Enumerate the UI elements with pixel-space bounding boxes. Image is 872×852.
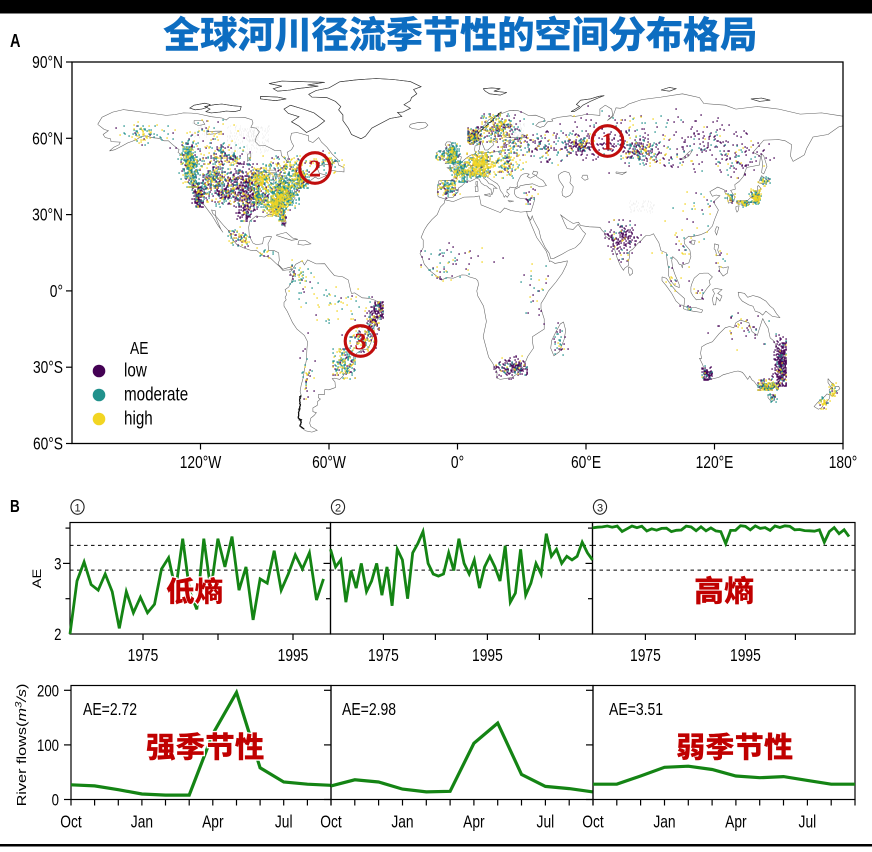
svg-text:Oct: Oct [60,813,82,832]
svg-text:3: 3 [54,555,61,574]
svg-text:AE=2.72: AE=2.72 [83,701,137,720]
svg-text:Jul: Jul [275,813,293,832]
svg-text:60°E: 60°E [571,454,601,473]
svg-text:100: 100 [37,736,59,755]
svg-text:2: 2 [309,157,321,183]
svg-text:River flows(m3/s): River flows(m3/s) [15,684,30,807]
svg-text:B: B [10,498,20,517]
svg-text:Oct: Oct [582,813,604,832]
svg-text:Oct: Oct [320,813,342,832]
svg-text:2: 2 [335,503,341,515]
svg-text:Apr: Apr [725,813,746,832]
svg-text:A: A [10,30,20,51]
svg-text:AE: AE [31,569,44,589]
svg-text:Jan: Jan [391,813,413,832]
svg-text:1995: 1995 [730,647,761,666]
svg-text:Jan: Jan [131,813,153,832]
svg-text:2: 2 [54,626,61,645]
svg-text:1975: 1975 [128,647,159,666]
svg-text:Apr: Apr [463,813,484,832]
svg-text:1975: 1975 [368,647,399,666]
svg-text:1975: 1975 [630,647,661,666]
svg-text:Jan: Jan [653,813,675,832]
svg-text:3: 3 [355,330,367,356]
svg-text:120°E: 120°E [696,454,734,473]
svg-text:Jul: Jul [537,813,555,832]
svg-text:120°W: 120°W [180,454,222,473]
svg-text:1995: 1995 [278,647,309,666]
svg-text:AE: AE [130,340,148,359]
svg-text:90°N: 90°N [32,54,63,73]
svg-text:1: 1 [602,130,614,156]
svg-text:Jul: Jul [799,813,817,832]
svg-text:1995: 1995 [472,647,503,666]
svg-text:60°N: 60°N [32,130,63,149]
svg-text:200: 200 [37,682,59,701]
svg-text:0°: 0° [451,454,464,473]
svg-text:moderate: moderate [124,383,188,405]
svg-text:low: low [124,359,147,381]
svg-text:30°N: 30°N [32,206,63,225]
svg-text:0: 0 [52,791,59,810]
svg-text:60°W: 60°W [312,454,346,473]
svg-text:3: 3 [597,503,603,515]
svg-text:0°: 0° [50,282,63,301]
svg-text:180°: 180° [829,454,858,473]
svg-text:Apr: Apr [202,813,223,832]
svg-text:AE=2.98: AE=2.98 [342,701,396,720]
svg-text:30°S: 30°S [33,359,63,378]
svg-text:1: 1 [74,503,80,515]
svg-text:60°S: 60°S [33,435,63,454]
svg-text:high: high [124,407,153,429]
svg-text:AE=3.51: AE=3.51 [609,701,663,720]
